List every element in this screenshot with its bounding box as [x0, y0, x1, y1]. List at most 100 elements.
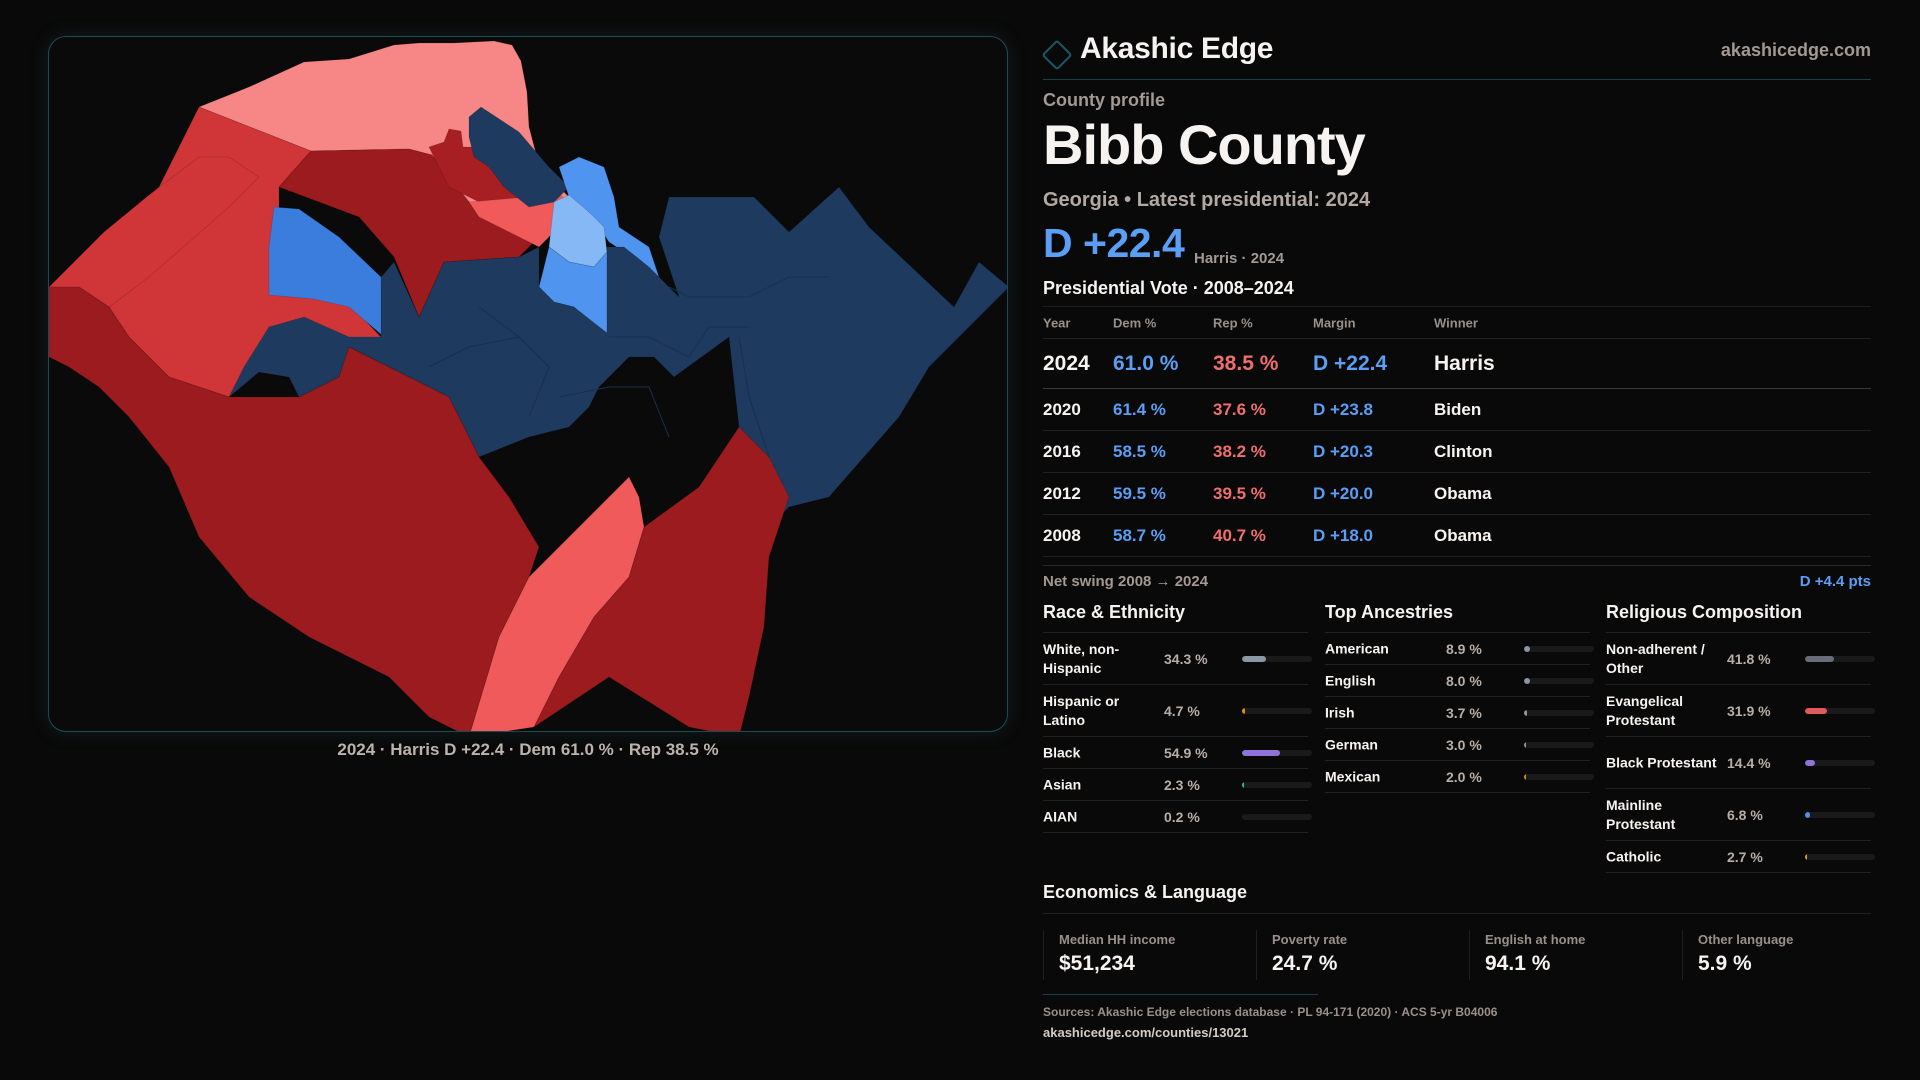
cell-rep: 39.5 % [1213, 483, 1266, 503]
col-margin: Margin [1313, 315, 1356, 330]
vote-table: Year Dem % Rep % Margin Winner 2024 61.0… [1043, 306, 1871, 566]
item-value: 54.9 % [1164, 744, 1208, 761]
cell-winner: Obama [1434, 483, 1492, 503]
item-value: 14.4 % [1727, 754, 1771, 771]
page-title: Bibb County [1043, 113, 1366, 176]
table-row: 2020 61.4 % 37.6 % D +23.8 Biden [1043, 389, 1871, 431]
map-region[interactable] [268, 206, 385, 338]
item-label: AIAN [1043, 808, 1078, 824]
cell-year: 2008 [1043, 525, 1081, 545]
item-label: Black Protestant [1606, 754, 1717, 770]
list-item: Non-adherent / Other 41.8 % [1606, 633, 1875, 685]
list-item: English 8.0 % [1325, 665, 1594, 697]
stat-other-language: Other language 5.9 % [1682, 930, 1793, 980]
stat-value: 24.7 % [1272, 952, 1338, 975]
brand-url-link[interactable]: akashicedge.com [1720, 40, 1871, 60]
bar-fill [1524, 741, 1527, 748]
section-title: Race & Ethnicity [1043, 602, 1308, 633]
cell-winner: Clinton [1434, 441, 1493, 461]
stat-value: $51,234 [1059, 952, 1135, 975]
item-label: Evangelical Protestant [1606, 692, 1684, 728]
table-row: 2008 58.7 % 40.7 % D +18.0 Obama [1043, 515, 1871, 557]
table-row: 2012 59.5 % 39.5 % D +20.0 Obama [1043, 473, 1871, 515]
list-item: Irish 3.7 % [1325, 697, 1594, 729]
item-value: 6.8 % [1727, 806, 1763, 823]
precinct-map [49, 40, 1007, 732]
bar-track [1242, 781, 1312, 788]
cell-year: 2016 [1043, 441, 1081, 461]
bar-fill [1242, 749, 1281, 756]
stat-poverty-rate: Poverty rate 24.7 % [1256, 930, 1347, 980]
cell-margin: D +20.0 [1313, 483, 1374, 503]
section-title: Top Ancestries [1325, 602, 1590, 633]
cell-rep: 40.7 % [1213, 525, 1266, 545]
item-value: 34.3 % [1164, 650, 1208, 667]
item-label: Mexican [1325, 768, 1381, 784]
stat-label: Poverty rate [1272, 932, 1348, 947]
bar-track [1524, 645, 1594, 652]
item-value: 8.0 % [1446, 672, 1482, 689]
map-region[interactable] [532, 426, 790, 732]
vote-table-title: Presidential Vote · 2008–2024 [1043, 278, 1294, 298]
bar-track [1242, 749, 1312, 756]
county-profile-panel: Akashic Edge akashicedge.com County prof… [1041, 0, 1875, 1080]
cell-dem: 58.5 % [1113, 441, 1166, 461]
item-label: Non-adherent / Other [1606, 640, 1705, 676]
item-label: Asian [1043, 776, 1082, 792]
col-dem: Dem % [1113, 315, 1157, 330]
cell-dem: 61.4 % [1113, 399, 1166, 419]
list-item: AIAN 0.2 % [1043, 801, 1312, 833]
item-value: 2.7 % [1727, 848, 1763, 865]
map-region[interactable] [468, 106, 570, 208]
item-label: German [1325, 736, 1378, 752]
headline-margin-note: Harris · 2024 [1194, 250, 1285, 267]
ancestry-section: Top Ancestries American 8.9 % English 8.… [1325, 602, 1594, 793]
col-winner: Winner [1434, 315, 1478, 330]
bar-track [1242, 707, 1312, 714]
bar-track [1805, 759, 1875, 766]
brand-name[interactable]: Akashic Edge [1080, 32, 1274, 65]
bar-fill [1242, 655, 1266, 662]
cell-rep: 38.5 % [1213, 351, 1279, 375]
bar-fill [1524, 677, 1530, 684]
list-item: German 3.0 % [1325, 729, 1594, 761]
item-value: 0.2 % [1164, 808, 1200, 825]
religion-section: Religious Composition Non-adherent / Oth… [1606, 602, 1875, 873]
county-url-link[interactable]: akashicedge.com/counties/13021 [1043, 1025, 1249, 1040]
list-item: Catholic 2.7 % [1606, 841, 1875, 873]
vote-table-header: Year Dem % Rep % Margin Winner [1043, 307, 1871, 339]
item-value: 3.7 % [1446, 704, 1482, 721]
section-title: Religious Composition [1606, 602, 1871, 633]
stat-english-at-home: English at home 94.1 % [1469, 930, 1585, 980]
table-divider [1043, 565, 1871, 566]
item-value: 4.7 % [1164, 702, 1200, 719]
list-item: Black 54.9 % [1043, 737, 1312, 769]
brand-header: Akashic Edge akashicedge.com [1041, 30, 1871, 80]
bar-fill [1524, 645, 1531, 652]
economics-stats: Median HH income $51,234 Poverty rate 24… [1043, 930, 1871, 980]
bar-track [1242, 813, 1312, 820]
cell-rep: 37.6 % [1213, 399, 1266, 419]
bar-fill [1805, 853, 1807, 860]
stat-median-income: Median HH income $51,234 [1043, 930, 1175, 980]
bar-fill [1524, 709, 1527, 716]
bar-fill [1805, 811, 1810, 818]
net-swing-value: D +4.4 pts [1799, 573, 1871, 590]
race-section: Race & Ethnicity White, non-Hispanic 34.… [1043, 602, 1312, 833]
item-label: Hispanic or Latino [1043, 692, 1120, 728]
item-label: Mainline Protestant [1606, 796, 1676, 832]
list-item: Black Protestant 14.4 % [1606, 737, 1875, 789]
bar-fill [1805, 707, 1828, 714]
cell-dem: 58.7 % [1113, 525, 1166, 545]
map-region[interactable] [49, 286, 540, 732]
cell-margin: D +22.4 [1313, 351, 1388, 375]
map-panel [48, 36, 1008, 732]
cell-margin: D +18.0 [1313, 525, 1374, 545]
bar-track [1805, 811, 1875, 818]
cell-rep: 38.2 % [1213, 441, 1266, 461]
stat-label: Median HH income [1059, 932, 1176, 947]
precinct-borders [428, 276, 829, 458]
stat-value: 5.9 % [1698, 952, 1752, 975]
page-kicker: County profile [1043, 90, 1165, 110]
item-value: 2.3 % [1164, 776, 1200, 793]
